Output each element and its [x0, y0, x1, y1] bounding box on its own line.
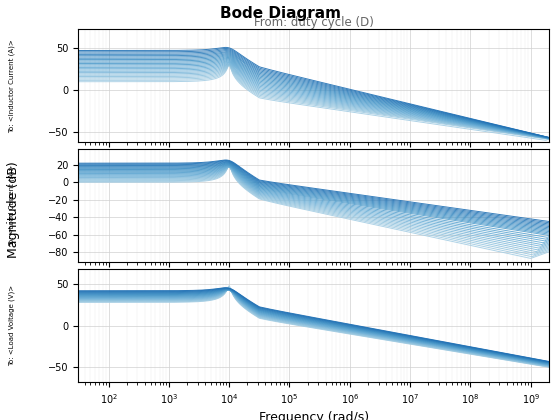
- Title: From: duty cycle (D): From: duty cycle (D): [254, 16, 374, 29]
- Text: To: <Load Current (A)>: To: <Load Current (A)>: [8, 165, 15, 247]
- X-axis label: Frequency (rad/s): Frequency (rad/s): [259, 411, 368, 420]
- Text: Bode Diagram: Bode Diagram: [220, 6, 340, 21]
- Text: To: <Inductor Current (A)>: To: <Inductor Current (A)>: [8, 39, 15, 133]
- Text: Magnitude (dB): Magnitude (dB): [7, 162, 20, 258]
- Text: To: <Load Voltage (V)>: To: <Load Voltage (V)>: [8, 285, 15, 366]
